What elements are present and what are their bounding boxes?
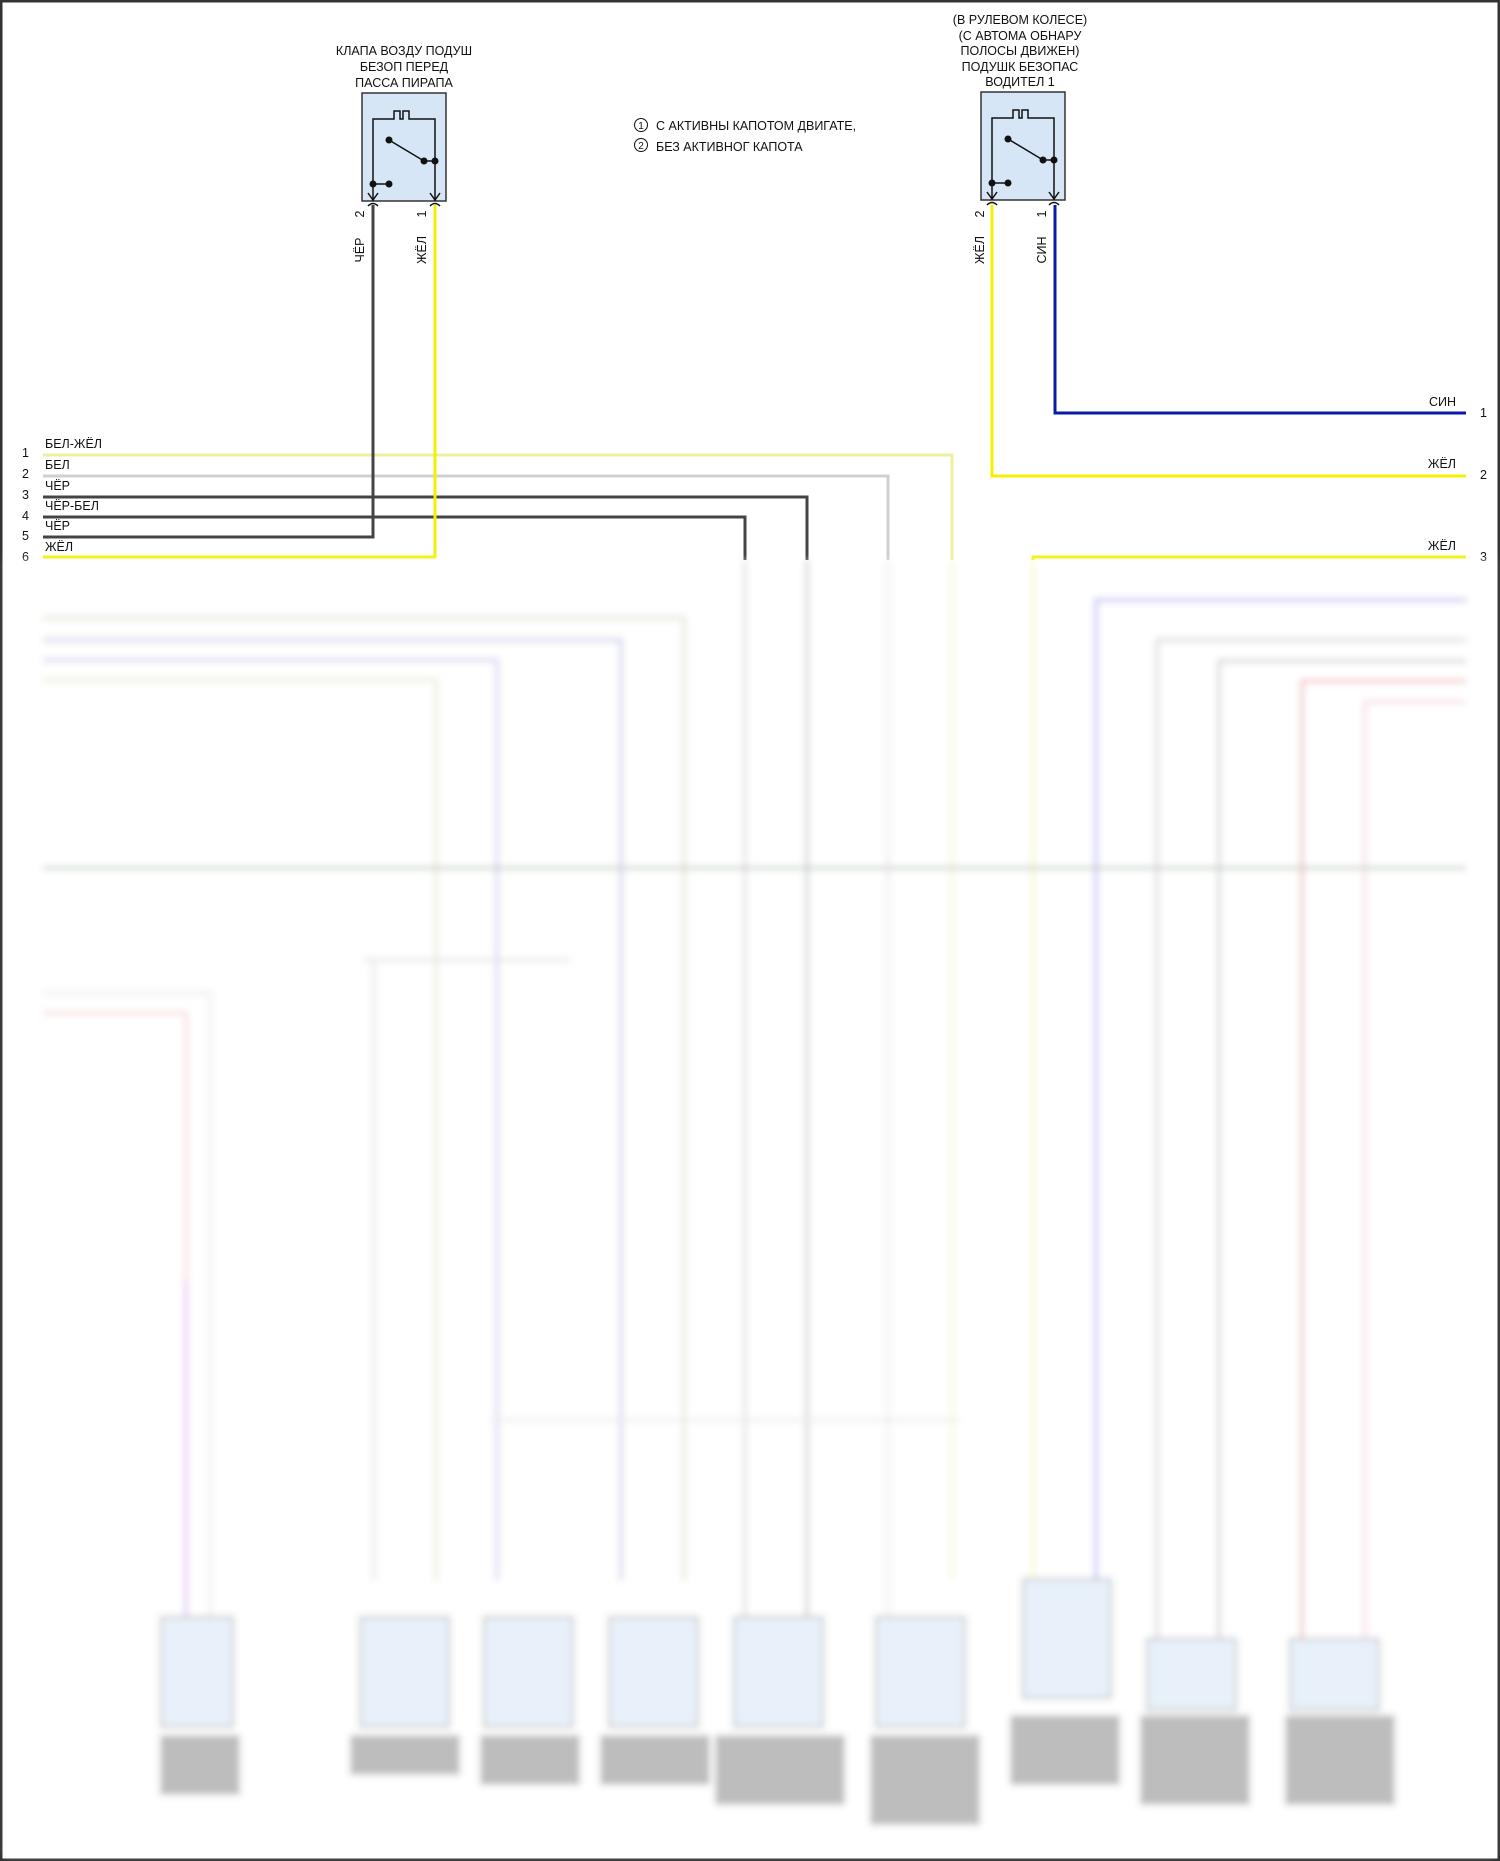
passenger-connector-title: КЛАПА ВОЗДУ ПОДУШ (336, 44, 472, 58)
wires-top (43, 205, 1466, 560)
left-harness-labels: 1 БЕЛ-ЖЁЛ 2 БЕЛ 3 ЧЁР 4 ЧЁР-БЕЛ 5 ЧЁР 6 … (22, 437, 102, 564)
harness-pin-number: 5 (22, 529, 29, 543)
harness-wire-label: ЖЁЛ (45, 540, 73, 554)
harness-wire-label: БЕЛ-ЖЁЛ (45, 437, 102, 451)
right-harness-labels: СИН 1 ЖЁЛ 2 ЖЁЛ 3 (1428, 395, 1487, 564)
harness-pin-number: 3 (22, 488, 29, 502)
harness-wire-label: ЧЁР-БЕЛ (45, 499, 99, 513)
harness-wire-label: ЧЁР (45, 479, 70, 493)
pin-number: 2 (973, 210, 987, 217)
legend-text: С АКТИВНЫ КАПОТОМ ДВИГАТЕ, (656, 119, 856, 133)
harness-wire-label: ЧЁР (45, 519, 70, 533)
wire-zhel-passenger[interactable] (43, 205, 437, 559)
driver-airbag-connector[interactable]: (В РУЛЕВОМ КОЛЕСЕ) (С АВТОМА ОБНАРУ ПОЛО… (953, 13, 1087, 264)
wire-color-label: ЧЁР (353, 237, 367, 262)
pin-number: 1 (1035, 210, 1049, 217)
legend: 1 С АКТИВНЫ КАПОТОМ ДВИГАТЕ, 2 БЕЗ АКТИВ… (634, 118, 856, 154)
driver-connector-title: ПОДУШК БЕЗОПАС (962, 60, 1079, 74)
harness-pin-number: 2 (22, 467, 29, 481)
harness-pin-number: 1 (22, 446, 29, 460)
legend-text: БЕЗ АКТИВНОГ КАПОТА (656, 140, 803, 154)
wire-bel-zhel[interactable] (43, 453, 954, 560)
driver-connector-title: (С АВТОМА ОБНАРУ (959, 29, 1082, 43)
pin-number: 1 (415, 210, 429, 217)
harness-pin-number: 1 (1480, 406, 1487, 420)
wire-zhel-driver[interactable] (990, 205, 1466, 478)
harness-pin-number: 4 (22, 509, 29, 523)
wire-cher[interactable] (43, 495, 809, 560)
pin-number: 2 (353, 210, 367, 217)
wire-color-label: СИН (1035, 236, 1049, 263)
squib-switch-symbol (980, 91, 1066, 206)
passenger-airbag-connector[interactable]: КЛАПА ВОЗДУ ПОДУШ БЕЗОП ПЕРЕД ПАССА ПИРА… (336, 44, 472, 264)
passenger-connector-title: ПАССА ПИРАПА (355, 76, 453, 90)
legend-marker: 1 (638, 121, 644, 132)
driver-connector-title: (В РУЛЕВОМ КОЛЕСЕ) (953, 13, 1087, 27)
legend-marker: 2 (638, 141, 644, 152)
harness-pin-number: 3 (1480, 550, 1487, 564)
harness-wire-label: ЖЁЛ (1428, 539, 1456, 553)
wire-bel[interactable] (43, 474, 890, 560)
harness-pin-number: 2 (1480, 468, 1487, 482)
driver-connector-title: ВОДИТЕЛ 1 (985, 75, 1054, 89)
legend-marker-circle (634, 138, 648, 152)
wire-color-label: ЖЁЛ (415, 236, 429, 264)
harness-wire-label: БЕЛ (45, 458, 70, 472)
driver-connector-title: ПОЛОСЫ ДВИЖЕН) (961, 44, 1080, 58)
wire-cher-bel[interactable] (43, 515, 747, 560)
passenger-connector-title: БЕЗОП ПЕРЕД (360, 60, 449, 74)
squib-switch-symbol (361, 92, 447, 207)
obscured-lower-diagram (6, 560, 1494, 1856)
legend-marker-circle (634, 118, 648, 132)
harness-pin-number: 6 (22, 550, 29, 564)
harness-wire-label: ЖЁЛ (1428, 457, 1456, 471)
harness-wire-label: СИН (1429, 395, 1456, 409)
wire-color-label: ЖЁЛ (973, 236, 987, 264)
wire-zhel-3[interactable] (1031, 555, 1466, 560)
wire-cher-passenger[interactable] (43, 205, 375, 539)
wire-sin-driver[interactable] (1053, 205, 1466, 415)
